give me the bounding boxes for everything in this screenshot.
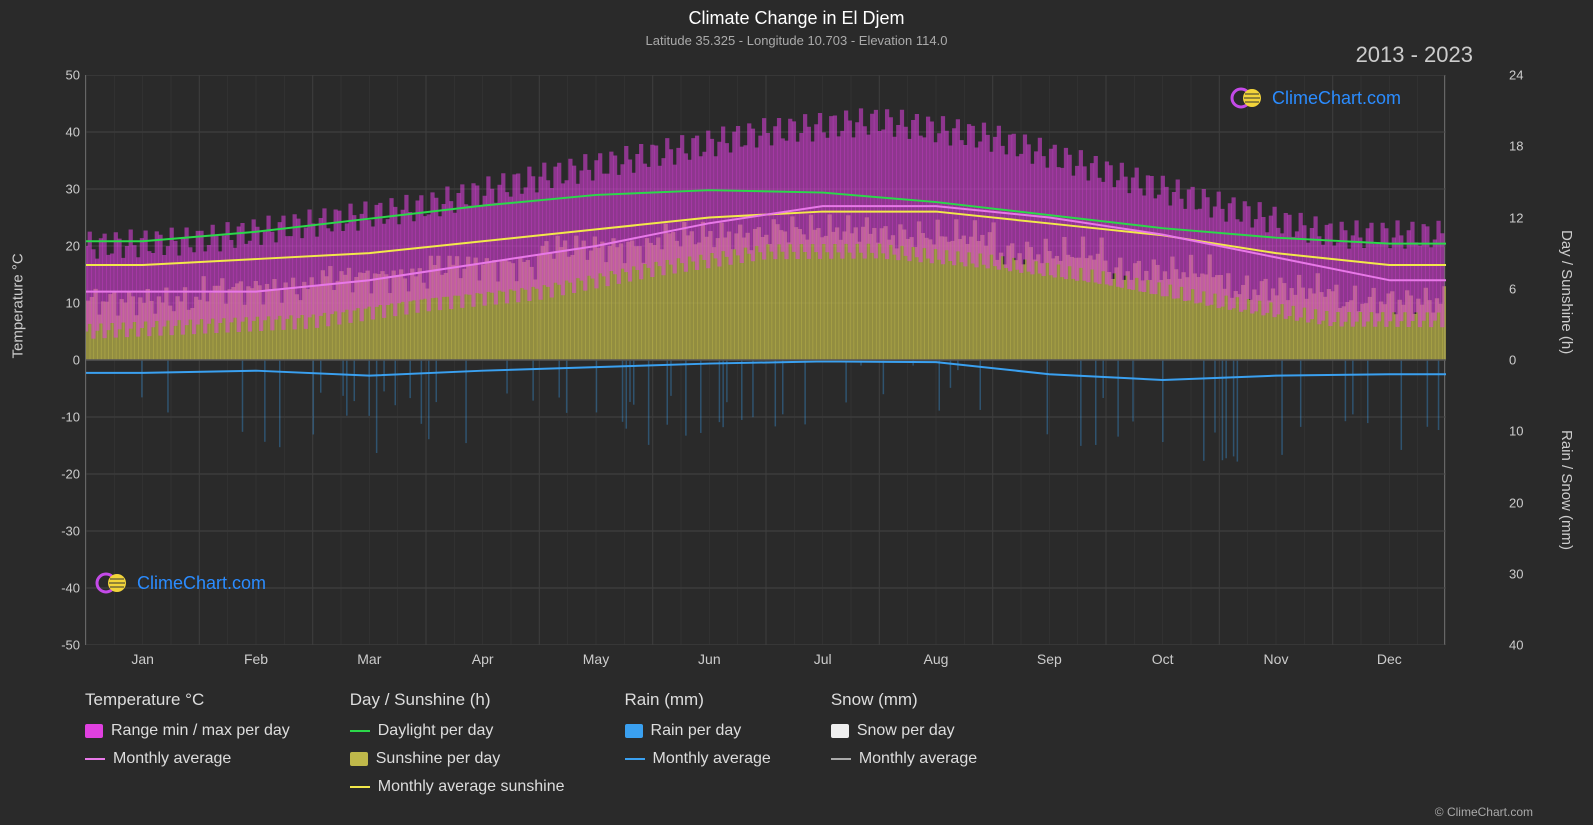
y-tick-right-top: 0 [1509, 353, 1537, 368]
legend-group-title: Rain (mm) [625, 690, 771, 710]
x-tick-month: Aug [924, 651, 949, 667]
y-tick-left: 0 [52, 353, 80, 368]
legend-group-title: Day / Sunshine (h) [350, 690, 565, 710]
y-tick-left: 20 [52, 239, 80, 254]
y-tick-left: 50 [52, 68, 80, 83]
legend-swatch [625, 724, 643, 738]
copyright: © ClimeChart.com [1435, 805, 1533, 819]
x-tick-month: Jul [814, 651, 832, 667]
y-axis-right-top-label: Day / Sunshine (h) [1558, 230, 1575, 354]
legend-swatch [350, 730, 370, 732]
legend-item: Rain per day [625, 722, 771, 740]
legend-label: Daylight per day [378, 722, 494, 740]
plot-svg [86, 75, 1446, 645]
legend-item: Monthly average sunshine [350, 778, 565, 796]
y-tick-right-bottom: 40 [1509, 638, 1537, 653]
y-tick-right-top: 12 [1509, 210, 1537, 225]
legend-label: Monthly average sunshine [378, 778, 565, 796]
legend-group: Snow (mm) Snow per day Monthly average [831, 690, 977, 796]
legend-swatch [350, 786, 370, 788]
x-tick-month: Jan [131, 651, 154, 667]
x-tick-month: Apr [472, 651, 494, 667]
y-axis-left-label: Temperature °C [10, 253, 27, 358]
y-tick-left: 40 [52, 125, 80, 140]
x-tick-month: Oct [1152, 651, 1174, 667]
plot-area: JanFebMarAprMayJunJulAugSepOctNovDec [85, 75, 1445, 645]
y-tick-right-top: 18 [1509, 139, 1537, 154]
y-tick-right-top: 24 [1509, 68, 1537, 83]
y-tick-left: -50 [52, 638, 80, 653]
legend-swatch [85, 724, 103, 738]
x-tick-month: May [583, 651, 609, 667]
y-tick-right-bottom: 20 [1509, 495, 1537, 510]
legend-item: Monthly average [625, 750, 771, 768]
legend-group-title: Snow (mm) [831, 690, 977, 710]
legend-label: Monthly average [653, 750, 771, 768]
watermark: ClimeChart.com [95, 570, 266, 596]
x-tick-month: Jun [698, 651, 721, 667]
x-tick-month: Feb [244, 651, 268, 667]
legend-item: Snow per day [831, 722, 977, 740]
legend-swatch [831, 758, 851, 760]
y-axis-right-bottom-label: Rain / Snow (mm) [1558, 430, 1575, 550]
x-tick-month: Sep [1037, 651, 1062, 667]
y-tick-left: -30 [52, 524, 80, 539]
legend-swatch [831, 724, 849, 738]
legend-label: Rain per day [651, 722, 742, 740]
y-tick-left: -40 [52, 581, 80, 596]
legend-label: Monthly average [859, 750, 977, 768]
legend-item: Monthly average [85, 750, 290, 768]
legend-item: Monthly average [831, 750, 977, 768]
y-tick-right-bottom: 10 [1509, 424, 1537, 439]
legend-label: Range min / max per day [111, 722, 290, 740]
legend: Temperature °C Range min / max per day Mon… [85, 690, 1445, 796]
chart-title: Climate Change in El Djem [0, 0, 1593, 29]
legend-group-title: Temperature °C [85, 690, 290, 710]
x-tick-month: Mar [357, 651, 381, 667]
x-tick-month: Dec [1377, 651, 1402, 667]
watermark-logo-icon [95, 570, 131, 596]
legend-swatch [85, 758, 105, 760]
watermark-text: ClimeChart.com [1272, 88, 1401, 109]
y-tick-left: 30 [52, 182, 80, 197]
y-tick-left: -20 [52, 467, 80, 482]
legend-item: Range min / max per day [85, 722, 290, 740]
chart-subtitle: Latitude 35.325 - Longitude 10.703 - Ele… [0, 33, 1593, 48]
watermark: ClimeChart.com [1230, 85, 1401, 111]
legend-item: Daylight per day [350, 722, 565, 740]
legend-item: Sunshine per day [350, 750, 565, 768]
y-tick-right-top: 6 [1509, 281, 1537, 296]
y-tick-left: -10 [52, 410, 80, 425]
x-tick-month: Nov [1264, 651, 1289, 667]
legend-group: Day / Sunshine (h) Daylight per day Sunshi… [350, 690, 565, 796]
legend-group: Rain (mm) Rain per day Monthly average [625, 690, 771, 796]
climate-chart: Climate Change in El Djem Latitude 35.32… [0, 0, 1593, 825]
year-range: 2013 - 2023 [1356, 42, 1473, 68]
watermark-text: ClimeChart.com [137, 573, 266, 594]
watermark-logo-icon [1230, 85, 1266, 111]
legend-group: Temperature °C Range min / max per day Mon… [85, 690, 290, 796]
legend-swatch [350, 752, 368, 766]
legend-label: Monthly average [113, 750, 231, 768]
legend-swatch [625, 758, 645, 760]
y-tick-left: 10 [52, 296, 80, 311]
legend-label: Sunshine per day [376, 750, 501, 768]
y-tick-right-bottom: 30 [1509, 566, 1537, 581]
legend-label: Snow per day [857, 722, 955, 740]
